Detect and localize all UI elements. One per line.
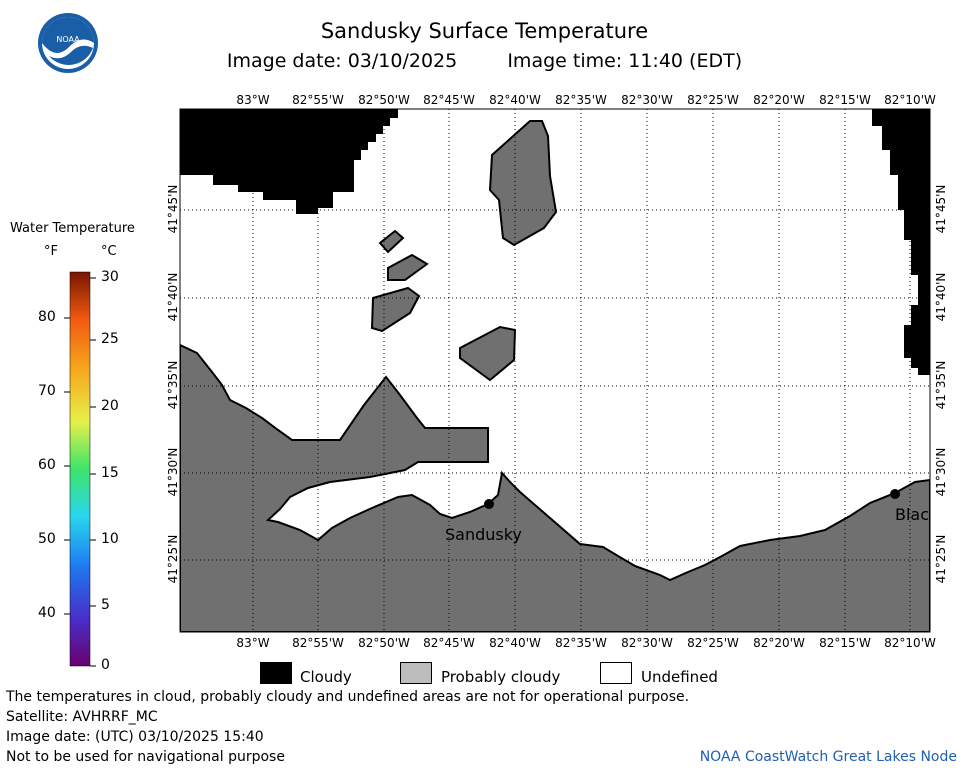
- colorbar-unit-c: °C: [101, 244, 117, 259]
- map-frame: [179, 108, 931, 633]
- lon-label-top: 82°40'W: [489, 93, 541, 107]
- footer-credit: NOAA CoastWatch Great Lakes Node: [699, 749, 957, 765]
- lon-label-bottom: 83°W: [236, 636, 270, 650]
- lon-label-top: 82°35'W: [555, 93, 607, 107]
- footer-utc-date: Image date: (UTC) 03/10/2025 15:40: [6, 729, 264, 745]
- cloud-area-northeast: [872, 109, 930, 375]
- island-small-3: [370, 286, 421, 333]
- lat-label-right: 41°35'N: [934, 360, 948, 410]
- lat-label-right: 41°30'N: [934, 447, 948, 497]
- lon-label-bottom: 82°50'W: [358, 636, 410, 650]
- graticule: [180, 109, 930, 632]
- lat-label-left: 41°25'N: [166, 534, 180, 584]
- lon-label-bottom: 82°35'W: [555, 636, 607, 650]
- lat-label-left: 41°40'N: [166, 272, 180, 322]
- lat-label-left: 41°35'N: [166, 360, 180, 410]
- lat-label-right: 41°45'N: [934, 184, 948, 234]
- lon-label-top: 82°55'W: [292, 93, 344, 107]
- colorbar-c-tick: 0: [101, 657, 110, 673]
- colorbar-c-tick: 30: [101, 269, 119, 285]
- colorbar-f-tick: 40: [38, 605, 56, 621]
- colorbar-c-tick: 20: [101, 398, 119, 414]
- colorbar-c-tick: 25: [101, 331, 119, 347]
- temperature-colorbar: [69, 271, 91, 667]
- colorbar-c-tick: 10: [101, 531, 119, 547]
- lon-label-top: 82°50'W: [358, 93, 410, 107]
- image-date: Image date: 03/10/2025: [226, 50, 458, 72]
- colorbar-f-tick: 70: [38, 383, 56, 399]
- legend-label-probably-cloudy: Probably cloudy: [441, 668, 561, 686]
- colorbar-ticks: [64, 277, 96, 667]
- lon-label-bottom: 82°10'W: [884, 636, 936, 650]
- lat-label-left: 41°30'N: [166, 447, 180, 497]
- legend-label-cloudy: Cloudy: [300, 668, 352, 686]
- city-marker-sandusky: [484, 499, 494, 509]
- colorbar-f-tick: 50: [38, 531, 56, 547]
- image-datetime: Image date: 03/10/2025 Image time: 11:40…: [0, 50, 969, 72]
- lon-label-top: 82°20'W: [753, 93, 805, 107]
- island-small-1: [378, 229, 405, 254]
- lat-label-right: 41°40'N: [934, 272, 948, 322]
- island-north: [488, 120, 558, 247]
- lon-label-top: 83°W: [236, 93, 270, 107]
- colorbar-unit-f: °F: [44, 244, 58, 259]
- legend-swatch-probably-cloudy: [400, 662, 432, 684]
- colorbar-c-tick: 15: [101, 465, 119, 481]
- lon-label-bottom: 82°20'W: [753, 636, 805, 650]
- lon-label-bottom: 82°40'W: [489, 636, 541, 650]
- lon-label-bottom: 82°45'W: [423, 636, 475, 650]
- lon-label-top: 82°10'W: [884, 93, 936, 107]
- logo-text: NOAA: [56, 35, 80, 44]
- island-middle: [459, 325, 517, 382]
- lon-label-bottom: 82°30'W: [621, 636, 673, 650]
- legend-swatch-undefined: [600, 662, 632, 684]
- footer-satellite: Satellite: AVHRRF_MC: [6, 709, 158, 725]
- lon-label-top: 82°25'W: [687, 93, 739, 107]
- lon-label-bottom: 82°15'W: [819, 636, 871, 650]
- footer-note: The temperatures in cloud, probably clou…: [6, 689, 690, 705]
- legend-label-undefined: Undefined: [641, 668, 718, 686]
- lon-label-top: 82°30'W: [621, 93, 673, 107]
- city-label-blac: Blac: [895, 505, 929, 524]
- cloud-area-northwest: [180, 109, 398, 214]
- lon-label-bottom: 82°55'W: [292, 636, 344, 650]
- colorbar-title: Water Temperature: [10, 221, 135, 236]
- page-title: Sandusky Surface Temperature: [320, 19, 649, 43]
- colorbar-f-tick: 80: [38, 309, 56, 325]
- noaa-logo: NOAA: [38, 13, 98, 73]
- lat-label-right: 41°25'N: [934, 534, 948, 584]
- footer-navigation: Not to be used for navigational purpose: [6, 749, 285, 765]
- legend-swatch-cloudy: [260, 662, 292, 684]
- island-small-2: [387, 253, 429, 281]
- city-label-sandusky: Sandusky: [445, 525, 522, 544]
- lon-label-top: 82°15'W: [819, 93, 871, 107]
- image-time: Image time: 11:40 (EDT): [507, 50, 743, 72]
- lon-label-bottom: 82°25'W: [687, 636, 739, 650]
- lat-label-left: 41°45'N: [166, 184, 180, 234]
- colorbar-c-tick: 5: [101, 597, 110, 613]
- lon-label-top: 82°45'W: [423, 93, 475, 107]
- colorbar-f-tick: 60: [38, 457, 56, 473]
- land-area: [180, 343, 930, 632]
- city-marker-blac: [890, 489, 900, 499]
